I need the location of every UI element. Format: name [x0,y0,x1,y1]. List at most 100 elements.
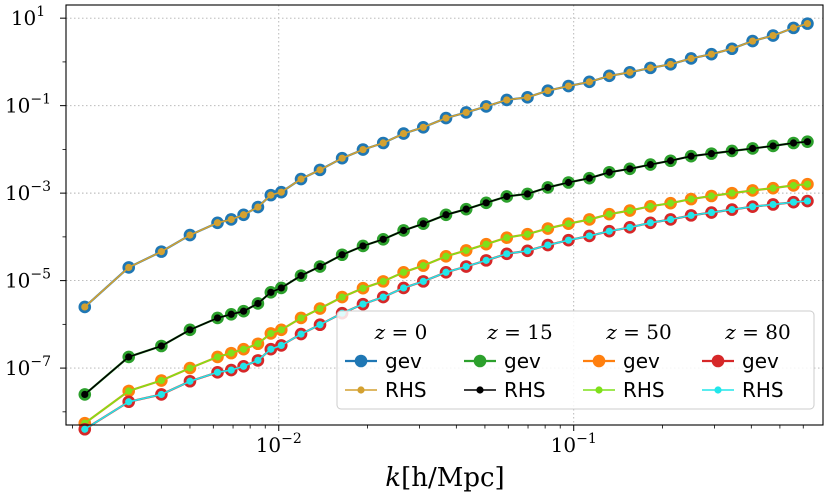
legend-entry: RHS [583,378,665,402]
data-point [687,54,695,63]
x-tick-label: 10−2 [256,431,302,457]
y-tick-label: 101 [11,4,45,30]
legend-entry: RHS [464,378,546,402]
y-tick-label: 10−3 [5,179,51,205]
data-point [482,102,490,111]
data-point [503,250,511,258]
legend-entry: RHS [702,378,784,402]
legend-marker [592,354,606,368]
data-point [227,366,235,374]
data-point [523,230,532,238]
data-point [379,277,387,285]
data-point [769,184,777,192]
data-point [666,157,675,165]
data-point [379,139,387,147]
data-point [277,341,285,350]
data-point [359,145,367,154]
plot-frame [65,4,824,426]
data-point [254,203,262,211]
series-rhs-15 [81,138,812,399]
data-point [399,284,408,292]
legend-title: z = 80 [724,320,790,344]
data-point [399,129,408,138]
legend-marker [714,386,722,394]
legend-entry: gev [702,349,779,373]
data-point [503,96,511,104]
data-point [728,206,736,214]
legend-label: gev [623,349,660,373]
data-point [297,272,305,280]
data-point [523,190,532,198]
legend-marker [711,354,725,368]
data-point [789,198,798,206]
data-point [213,368,222,376]
series-rhs-80 [81,197,812,433]
data-point [544,183,552,192]
data-point [316,166,324,174]
legend-label: RHS [385,378,427,402]
data-point [277,188,285,196]
legend-label: RHS [742,378,784,402]
data-point [482,240,490,248]
data-series [78,17,814,436]
data-point [186,231,194,239]
data-point [769,142,777,150]
series-line [84,22,808,308]
data-point [687,152,695,160]
data-point [186,377,194,385]
data-point [254,299,262,308]
data-point [803,180,812,188]
data-point [419,262,427,270]
data-point [338,154,346,162]
data-point [267,288,275,296]
data-point [707,208,716,217]
data-point [707,192,716,200]
data-point [254,340,262,348]
legend-marker [354,354,368,368]
data-point [359,242,367,250]
data-point [728,147,736,155]
data-point [239,211,248,219]
data-point [316,304,324,313]
data-point [503,192,511,201]
data-point [564,236,573,244]
data-point [297,175,305,183]
data-point [81,390,89,399]
data-point [419,123,427,131]
legend-marker [473,354,487,368]
data-point [359,300,367,308]
data-point [646,64,655,72]
data-point [419,220,427,228]
data-point [267,191,275,199]
data-point [399,268,408,276]
data-point [605,168,613,176]
legend-entry: gev [464,349,541,373]
data-point [81,303,89,311]
data-point [239,307,248,315]
legend-marker [476,386,484,394]
data-point [666,215,675,224]
y-tick-label: 10−1 [5,92,51,118]
data-point [379,235,387,243]
data-point [81,425,89,433]
data-point [157,390,165,399]
data-point [544,224,552,233]
data-point [379,293,387,301]
y-tick-label: 10−7 [5,354,51,380]
legend-entry: gev [345,349,422,373]
data-point [605,72,613,80]
data-point [687,211,695,219]
data-point [227,215,235,224]
data-point [544,87,552,95]
data-point [482,256,490,264]
data-point [748,186,757,195]
data-point [125,263,133,272]
data-point [462,262,470,271]
data-point [769,31,777,40]
data-point [728,45,736,53]
data-point [277,284,285,292]
data-point [157,248,165,256]
data-point [564,82,573,90]
data-point [239,345,248,353]
data-point [748,37,757,45]
